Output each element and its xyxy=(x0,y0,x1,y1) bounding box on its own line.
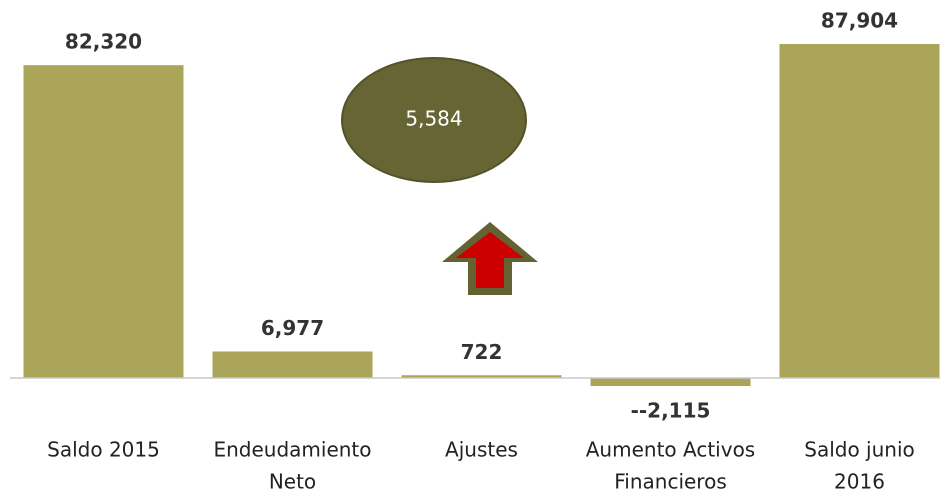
value-label: --2,115 xyxy=(631,399,711,423)
value-label: 82,320 xyxy=(65,30,142,54)
bar xyxy=(212,351,373,378)
value-label: 87,904 xyxy=(821,8,898,32)
bar xyxy=(779,43,940,378)
x-tick-label: Saldo 2015 xyxy=(47,438,160,462)
bar xyxy=(23,65,184,379)
annotation-ellipse xyxy=(341,57,527,183)
annotation-text: 5,584 xyxy=(405,107,462,131)
bar xyxy=(590,378,751,387)
x-tick-label: Financieros xyxy=(614,470,727,494)
x-tick-label: Aumento Activos xyxy=(586,438,755,462)
value-label: 722 xyxy=(461,340,503,364)
value-label: 6,977 xyxy=(261,316,324,340)
x-tick-label: Neto xyxy=(269,470,316,494)
x-tick-label: Saldo junio xyxy=(804,438,915,462)
x-tick-label: Ajustes xyxy=(445,438,518,462)
bar xyxy=(401,375,562,378)
arrow xyxy=(456,232,524,288)
x-tick-label: 2016 xyxy=(834,470,885,494)
x-tick-label: Endeudamiento xyxy=(213,438,371,462)
